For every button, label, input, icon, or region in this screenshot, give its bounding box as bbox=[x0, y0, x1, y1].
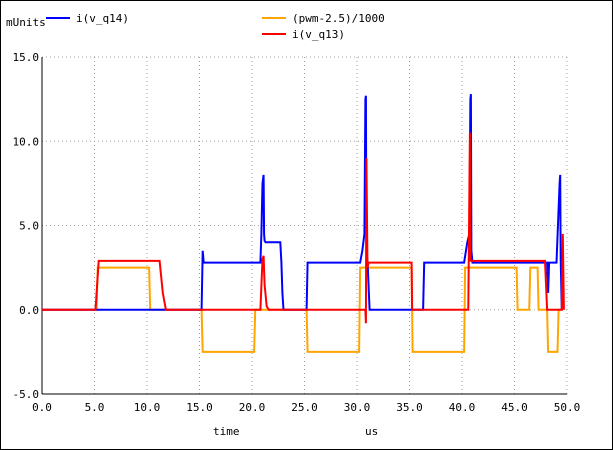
x-tick-label: 20.0 bbox=[239, 401, 266, 414]
x-axis-label: time bbox=[213, 425, 240, 438]
legend-label: i(v_q14) bbox=[76, 12, 129, 25]
x-tick-label: 30.0 bbox=[344, 401, 371, 414]
y-tick-label: 10.0 bbox=[13, 135, 40, 148]
x-tick-label: 10.0 bbox=[134, 401, 161, 414]
y-tick-label: 5.0 bbox=[19, 220, 39, 233]
series-line-i-v-q13 bbox=[42, 132, 565, 324]
series-line-i-v-q14 bbox=[42, 94, 563, 311]
x-tick-label: 25.0 bbox=[291, 401, 318, 414]
x-tick-label: 5.0 bbox=[85, 401, 105, 414]
x-tick-label: 0.0 bbox=[32, 401, 52, 414]
y-tick-label: -5.0 bbox=[13, 388, 40, 401]
x-tick-label: 35.0 bbox=[396, 401, 423, 414]
y-tick-label: 15.0 bbox=[13, 51, 40, 64]
y-axis-label: mUnits bbox=[6, 16, 46, 29]
x-tick-label: 45.0 bbox=[501, 401, 528, 414]
x-axis-unit: us bbox=[365, 425, 378, 438]
y-tick-label: 0.0 bbox=[19, 304, 39, 317]
x-tick-label: 50.0 bbox=[554, 401, 581, 414]
x-tick-label: 40.0 bbox=[449, 401, 476, 414]
legend-label: (pwm-2.5)/1000 bbox=[292, 12, 385, 25]
legend-label: i(v_q13) bbox=[292, 28, 345, 41]
x-tick-label: 15.0 bbox=[186, 401, 213, 414]
